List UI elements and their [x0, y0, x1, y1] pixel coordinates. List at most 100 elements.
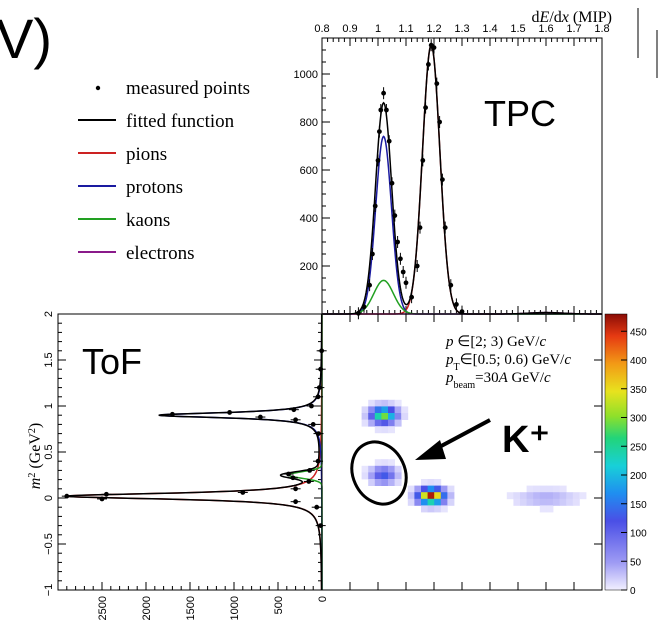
tof-points: [61, 348, 327, 528]
tof-measured-point: [293, 417, 298, 423]
heatmap-cell: [381, 399, 389, 407]
heatmap-cell: [513, 492, 521, 500]
tpc-points: [356, 39, 465, 320]
tpc-x-tick-label: 1.6: [538, 23, 553, 35]
tof-y-tick-label: −1: [43, 584, 55, 597]
heatmap-cell: [381, 406, 389, 414]
corner-label: V): [0, 7, 52, 70]
heatmap-cell: [414, 498, 422, 506]
tpc-x-axis-title-part: E: [539, 9, 550, 26]
protons-tof-curve: [159, 313, 323, 590]
tpc-x-tick-label: 1.2: [426, 23, 441, 35]
heatmap-cell: [434, 492, 442, 500]
heatmap-cell: [374, 426, 382, 434]
tof-measured-point: [316, 385, 322, 390]
heatmap-cell: [374, 479, 382, 486]
tpc-x-tick-label: 1.1: [398, 23, 413, 35]
heatmap-cell: [520, 492, 527, 500]
heatmap-cell: [526, 498, 534, 506]
measured-point: [378, 107, 384, 113]
colorbar-tick-label: 350: [630, 385, 647, 396]
measured-point: [356, 310, 361, 316]
measured-point: [372, 203, 378, 209]
tof-measured-point: [293, 486, 298, 492]
heatmap-cell: [539, 492, 547, 500]
heatmap-cell: [539, 505, 547, 513]
heatmap-panel: p ∈[2; 3) GeV/cpT∈[0.5; 0.6) GeV/cpbeam=…: [321, 313, 603, 591]
tof-label: ToF: [82, 341, 142, 382]
heatmap-cell: [368, 479, 376, 486]
measured-point: [395, 239, 400, 245]
legend-entry-kaons: kaons: [126, 210, 170, 231]
heatmap-cell: [553, 492, 560, 500]
tpc-x-axis-title-part: d: [532, 9, 540, 26]
heatmap-ticks: [321, 313, 603, 591]
legend-entry-protons: protons: [126, 177, 183, 198]
annotation-text: ∈[0.5; 0.6) GeV/: [460, 352, 566, 368]
heatmap-cell: [374, 413, 382, 420]
colorbar-tick-label: 300: [630, 414, 647, 425]
fitted-function-tof-curve: [66, 314, 323, 590]
heatmap-cell: [434, 479, 442, 486]
tpc-x-axis-title-part: x: [561, 9, 569, 26]
legend-entry-fitted: fitted function: [126, 111, 235, 132]
heatmap-cell: [361, 413, 369, 420]
heatmap-cell: [381, 459, 389, 467]
heatmap-cell: [526, 492, 534, 500]
tof-measured-point: [240, 490, 246, 495]
heatmap-cell: [394, 465, 402, 473]
tpc-x-tick-label: 0.9: [342, 23, 357, 35]
tof-measured-point: [286, 471, 291, 477]
colorbar-tick-label: 400: [630, 356, 647, 367]
tpc-axes: 0.8 0.9 1 1.1 1.2 1.3 1.4 1.5 1.6 1.7 1.8 200 400 600…: [294, 23, 610, 314]
heatmap-cell: [381, 419, 389, 427]
heatmap-cell: [427, 505, 435, 513]
pions-curve: [322, 44, 602, 315]
heatmap-cell: [506, 492, 514, 500]
heatmap-cell: [374, 465, 382, 473]
tof-x-tick-label: 0: [317, 596, 329, 602]
annotation-variable: c: [544, 370, 551, 386]
heatmap-cell: [381, 465, 389, 473]
colorbar-tick-label: 250: [630, 442, 647, 453]
heatmap-cell: [546, 505, 554, 513]
heatmap-cell: [513, 498, 521, 506]
tof-measured-point: [315, 394, 321, 400]
heatmap-cell: [407, 485, 415, 493]
measured-point: [409, 294, 414, 300]
tpc-x-tick-label: 1.8: [594, 23, 609, 35]
measured-point: [414, 263, 420, 269]
measured-point: [361, 304, 367, 310]
measured-point: [384, 107, 389, 113]
heatmap-cell: [388, 399, 395, 407]
tof-measured-point: [310, 422, 316, 427]
heatmap-annotation-line: pbeam=30A GeV/c: [445, 370, 551, 391]
heatmap-cell: [361, 419, 369, 427]
tof-axes: −1 −0.5 0 0.5 1 1.5 2 2500 2000 1500 1000 500 0: [43, 311, 329, 621]
heatmap-cell: [381, 413, 389, 420]
tof-x-tick-label: 500: [273, 596, 285, 614]
tof-y-axis-title-part: (GeV: [27, 433, 44, 473]
measured-point: [459, 309, 465, 314]
heatmap-cell: [388, 426, 395, 434]
heatmap-cell: [440, 498, 448, 506]
heatmap-cell: [440, 492, 448, 500]
measured-point: [417, 225, 423, 231]
heatmap-annotation: p ∈[2; 3) GeV/cpT∈[0.5; 0.6) GeV/cpbeam=…: [445, 334, 571, 391]
heatmap-cell: [374, 399, 382, 407]
legend-marker-dot: [95, 85, 101, 91]
heatmap-cell: [533, 498, 541, 506]
tpc-x-tick-label: 1.5: [510, 23, 525, 35]
heatmap-cell: [427, 479, 435, 486]
tof-measured-point: [64, 493, 70, 499]
heatmap-cell: [368, 472, 376, 480]
heatmap-cell: [421, 498, 428, 506]
tpc-y-tick-label: 400: [300, 213, 318, 225]
kaon-callout-label: K⁺: [502, 419, 550, 461]
heatmap-cell: [520, 498, 527, 506]
tpc-x-tick-label: 1.3: [454, 23, 469, 35]
heatmap-cell: [421, 485, 428, 493]
annotation-subscript: beam: [454, 380, 476, 391]
legend-entry-measured: measured points: [126, 78, 250, 99]
tof-measured-point: [227, 410, 233, 415]
